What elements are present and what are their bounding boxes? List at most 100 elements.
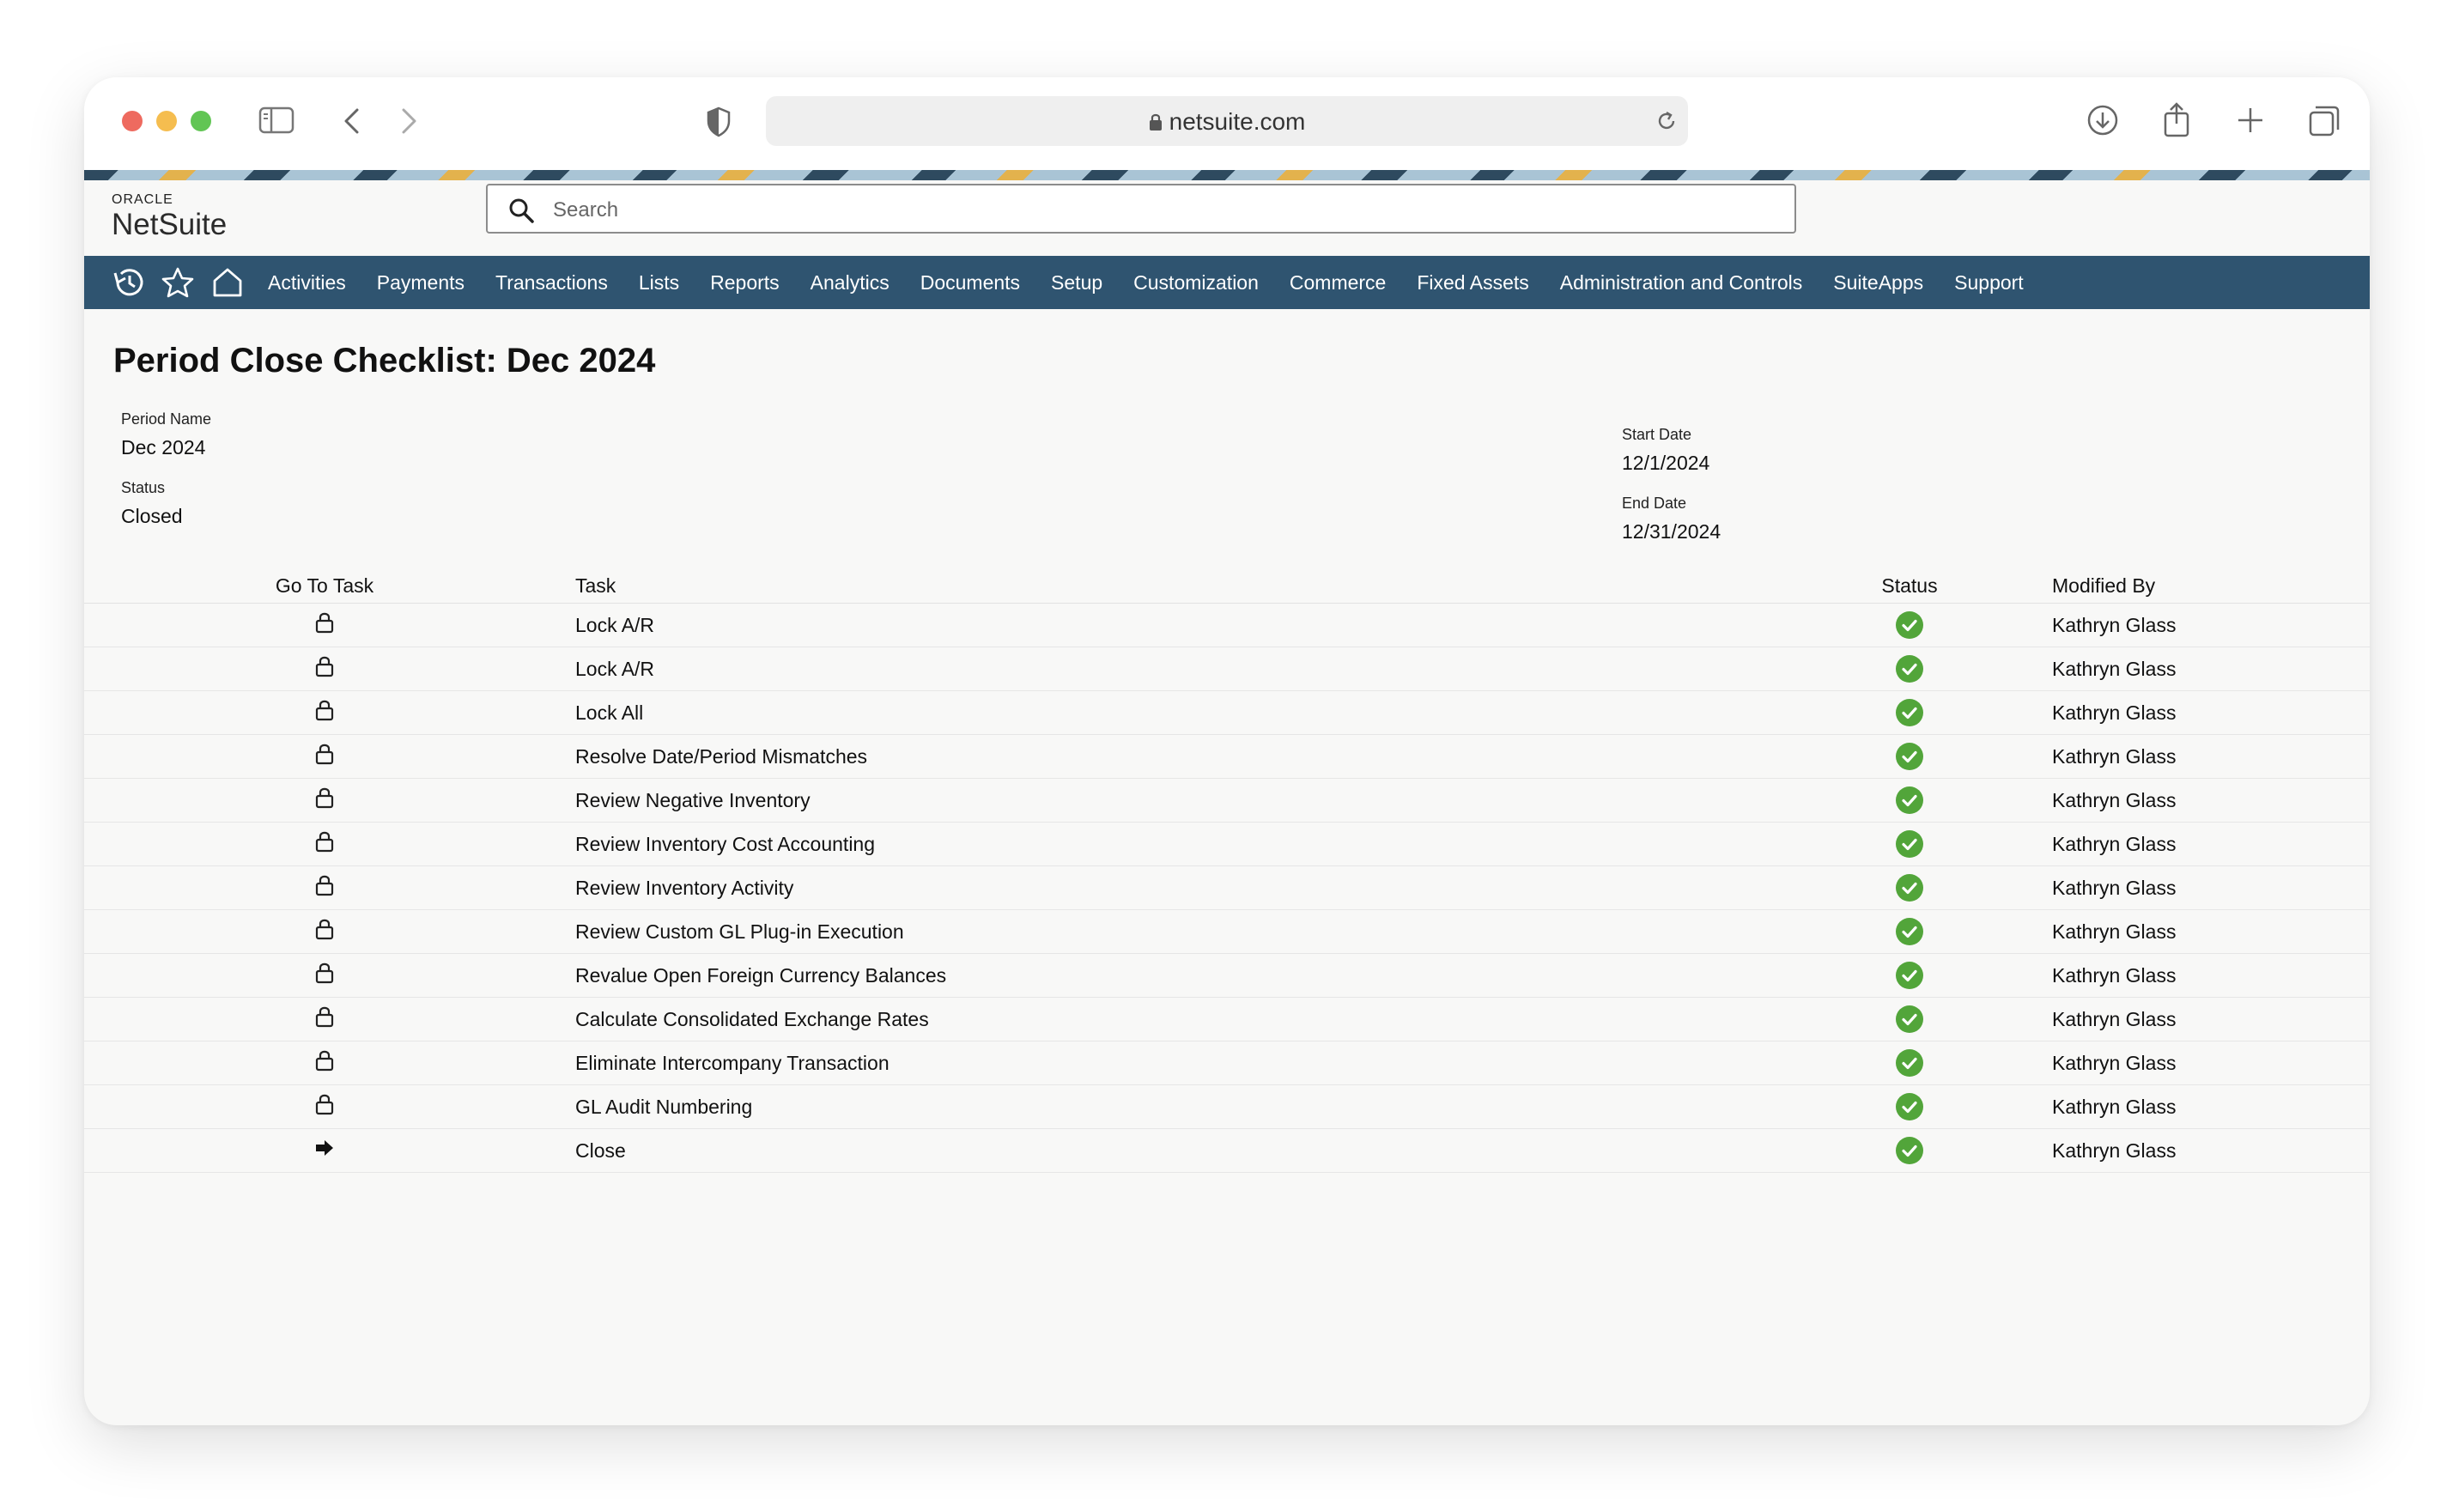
search-input[interactable] [551, 196, 1757, 225]
sidebar-toggle-icon[interactable] [258, 106, 294, 134]
nav-lists[interactable]: Lists [638, 271, 680, 294]
task-name: Review Custom GL Plug-in Execution [565, 909, 1815, 954]
padlock-icon [1149, 110, 1163, 137]
home-icon[interactable] [203, 256, 252, 309]
nav-fixed-assets[interactable]: Fixed Assets [1417, 271, 1529, 294]
nav-reports[interactable]: Reports [710, 271, 780, 294]
modified-by: Kathryn Glass [2004, 647, 2370, 691]
status-label: Status [121, 479, 166, 496]
start-date-value: 12/1/2024 [1622, 452, 1710, 474]
lock-icon[interactable] [315, 699, 334, 726]
status-cell [1815, 822, 2004, 866]
close-window-button[interactable] [122, 111, 143, 131]
table-row: Eliminate Intercompany Transaction Kathry… [84, 1041, 2370, 1085]
nav-customization[interactable]: Customization [1133, 271, 1259, 294]
status-cell [1815, 997, 2004, 1041]
nav-documents[interactable]: Documents [920, 271, 1021, 294]
nav-payments[interactable]: Payments [376, 271, 465, 294]
lock-icon[interactable] [315, 962, 334, 989]
nav-activities[interactable]: Activities [268, 271, 346, 294]
complete-check-icon [1896, 1093, 1923, 1120]
start-date-label: Start Date [1622, 426, 1692, 443]
go-to-task-cell [84, 953, 565, 998]
status-cell [1815, 953, 2004, 998]
arrow-right-icon[interactable] [314, 1139, 335, 1163]
task-name: Eliminate Intercompany Transaction [565, 1041, 1815, 1085]
task-name: Review Negative Inventory [565, 778, 1815, 823]
forward-icon[interactable] [398, 106, 419, 136]
status-cell [1815, 647, 2004, 691]
share-icon[interactable] [2162, 101, 2191, 137]
privacy-shield-icon[interactable] [706, 106, 732, 137]
complete-check-icon [1896, 1049, 1923, 1077]
minimize-window-button[interactable] [156, 111, 177, 131]
task-name: Revalue Open Foreign Currency Balances [565, 953, 1815, 998]
table-row: Review Inventory Cost Accounting Kathryn … [84, 822, 2370, 866]
table-row: Lock A/R Kathryn Glass [84, 647, 2370, 691]
go-to-task-cell [84, 778, 565, 823]
table-row: Revalue Open Foreign Currency Balances Ka… [84, 953, 2370, 998]
status-cell [1815, 909, 2004, 954]
address-bar[interactable]: netsuite.com [766, 96, 1688, 146]
table-header-row: Go To Task Task Status Modified By [84, 558, 2370, 604]
task-name: Review Inventory Cost Accounting [565, 822, 1815, 866]
go-to-task-cell [84, 1041, 565, 1085]
complete-check-icon [1896, 1005, 1923, 1033]
url-text: netsuite.com [1169, 108, 1306, 135]
task-name: Resolve Date/Period Mismatches [565, 734, 1815, 779]
global-search[interactable] [486, 184, 1796, 234]
modified-by: Kathryn Glass [2004, 865, 2370, 910]
oracle-logo-text: ORACLE [112, 192, 173, 207]
recent-records-icon[interactable] [103, 256, 153, 309]
zoom-window-button[interactable] [191, 111, 211, 131]
table-row: Lock A/R Kathryn Glass [84, 603, 2370, 647]
column-header-go-to-task: Go To Task [84, 558, 565, 604]
tab-overview-icon[interactable] [2308, 105, 2341, 137]
app-header: ORACLE NetSuite [84, 180, 2370, 247]
go-to-task-cell [84, 997, 565, 1041]
modified-by: Kathryn Glass [2004, 1041, 2370, 1085]
back-icon[interactable] [342, 106, 362, 136]
lock-icon[interactable] [315, 1093, 334, 1120]
nav-administration-and-controls[interactable]: Administration and Controls [1559, 271, 1803, 294]
column-header-task: Task [565, 558, 1815, 604]
column-header-modified-by: Modified By [2004, 558, 2370, 604]
lock-icon[interactable] [315, 655, 334, 683]
lock-icon[interactable] [315, 743, 334, 770]
complete-check-icon [1896, 918, 1923, 945]
nav-analytics[interactable]: Analytics [810, 271, 890, 294]
search-icon [508, 197, 534, 228]
lock-icon[interactable] [315, 1005, 334, 1033]
nav-support[interactable]: Support [1954, 271, 2024, 294]
browser-toolbar: netsuite.com [84, 77, 2370, 170]
table-row: Review Custom GL Plug-in Execution Kathry… [84, 909, 2370, 954]
task-name: Lock A/R [565, 647, 1815, 691]
nav-setup[interactable]: Setup [1051, 271, 1103, 294]
complete-check-icon [1896, 874, 1923, 902]
favorites-star-icon[interactable] [153, 256, 203, 309]
nav-commerce[interactable]: Commerce [1289, 271, 1387, 294]
new-tab-icon[interactable] [2237, 106, 2264, 134]
netsuite-logo[interactable]: NetSuite [112, 208, 228, 241]
status-cell [1815, 778, 2004, 823]
lock-icon[interactable] [315, 874, 334, 902]
modified-by: Kathryn Glass [2004, 953, 2370, 998]
lock-icon[interactable] [315, 786, 334, 814]
table-row: Lock All Kathryn Glass [84, 690, 2370, 735]
lock-icon[interactable] [315, 1049, 334, 1077]
modified-by: Kathryn Glass [2004, 1084, 2370, 1129]
modified-by: Kathryn Glass [2004, 690, 2370, 735]
lock-icon[interactable] [315, 611, 334, 639]
status-cell [1815, 603, 2004, 647]
download-icon[interactable] [2086, 104, 2119, 137]
task-name: Review Inventory Activity [565, 865, 1815, 910]
lock-icon[interactable] [315, 830, 334, 858]
complete-check-icon [1896, 743, 1923, 770]
nav-transactions[interactable]: Transactions [495, 271, 608, 294]
lock-icon[interactable] [315, 918, 334, 945]
reload-icon[interactable] [1655, 110, 1678, 132]
pattern-banner [84, 170, 2370, 180]
nav-suiteapps[interactable]: SuiteApps [1833, 271, 1924, 294]
modified-by: Kathryn Glass [2004, 909, 2370, 954]
main-navigation: Activities Payments Transactions Lists R… [84, 256, 2370, 309]
